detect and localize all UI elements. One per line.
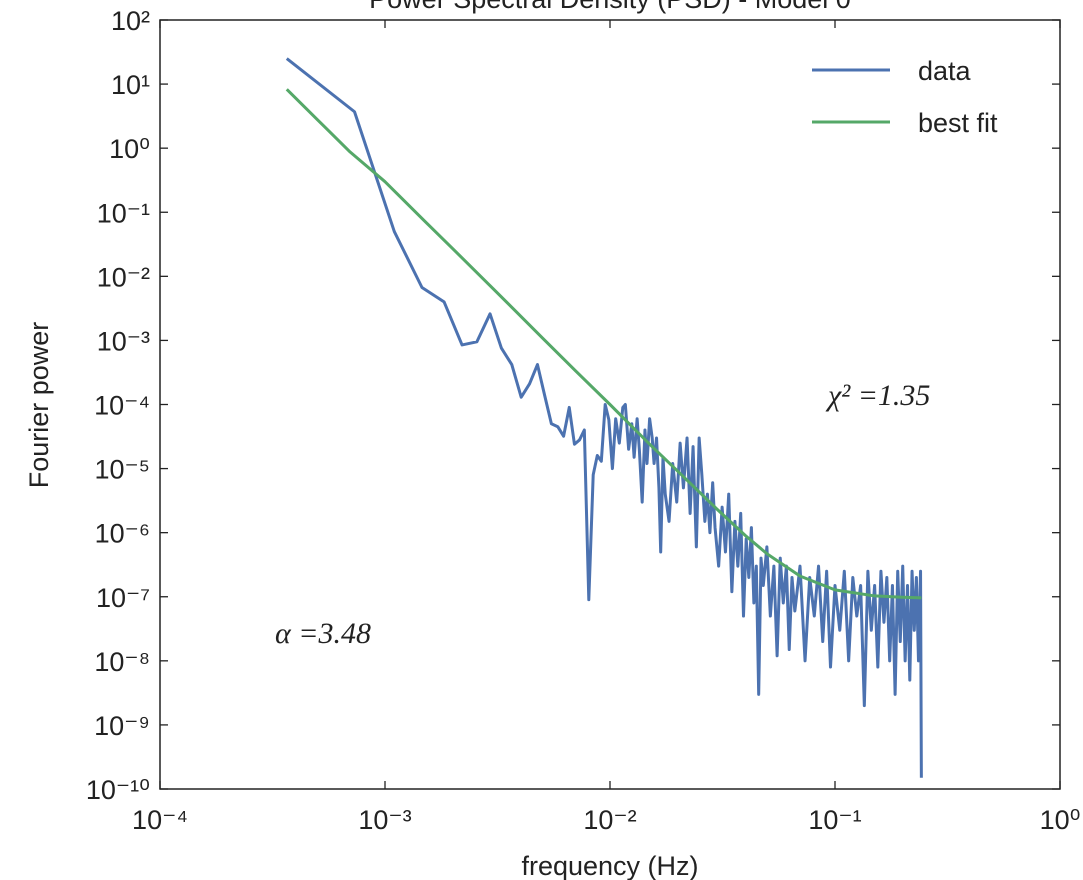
- y-tick-label: 10²: [111, 6, 150, 36]
- y-tick-label: 10⁻⁶: [95, 519, 150, 549]
- x-tick-label: 10⁻⁴: [132, 805, 188, 835]
- y-tick-label: 10⁻³: [97, 326, 150, 356]
- y-tick-label: 10⁻⁴: [94, 391, 150, 421]
- y-axis-label: Fourier power: [24, 322, 54, 489]
- legend-label: best fit: [918, 108, 998, 138]
- x-tick-label: 10⁻¹: [808, 805, 861, 835]
- y-tick-label: 10¹: [111, 70, 150, 100]
- y-tick-label: 10⁻⁸: [94, 647, 150, 677]
- data-line: [285, 88, 922, 600]
- y-tick-label: 10⁻⁵: [95, 455, 150, 485]
- x-axis-label: frequency (Hz): [521, 851, 698, 880]
- y-tick-label: 10⁻¹⁰: [86, 775, 150, 805]
- plot-frame: [159, 19, 1061, 790]
- y-tick-label: 10⁻²: [97, 262, 150, 292]
- y-tick-label: 10⁻⁹: [94, 711, 150, 741]
- annotation: χ² =1.35: [825, 379, 930, 412]
- chart-title: Power Spectral Density (PSD) - Model 0: [369, 0, 851, 14]
- y-tick-label: 10⁻¹: [97, 198, 150, 228]
- x-tick-label: 10⁻³: [358, 805, 411, 835]
- data-line: [285, 57, 923, 778]
- y-tick-label: 10⁻⁷: [96, 583, 150, 613]
- legend-label: data: [918, 56, 972, 86]
- x-tick-label: 10⁻²: [583, 805, 636, 835]
- y-tick-label: 10⁰: [109, 134, 150, 164]
- x-tick-label: 10⁰: [1040, 805, 1081, 835]
- annotation: α =3.48: [275, 617, 371, 650]
